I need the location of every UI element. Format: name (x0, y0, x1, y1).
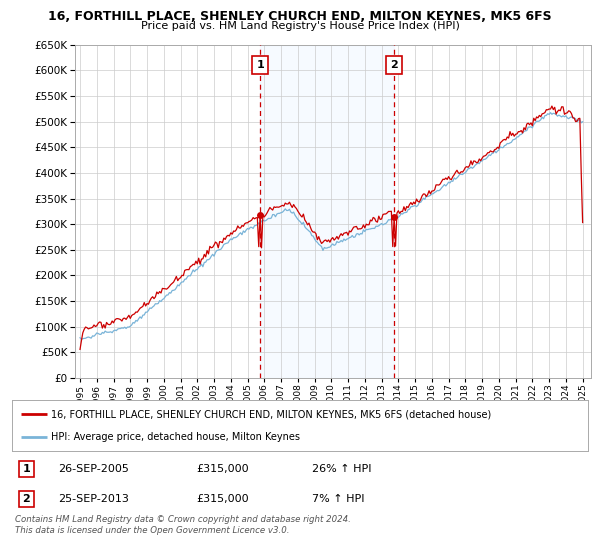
Text: 25-SEP-2013: 25-SEP-2013 (58, 494, 129, 504)
Text: £315,000: £315,000 (196, 464, 249, 474)
Text: 16, FORTHILL PLACE, SHENLEY CHURCH END, MILTON KEYNES, MK5 6FS: 16, FORTHILL PLACE, SHENLEY CHURCH END, … (48, 10, 552, 23)
Text: 16, FORTHILL PLACE, SHENLEY CHURCH END, MILTON KEYNES, MK5 6FS (detached house): 16, FORTHILL PLACE, SHENLEY CHURCH END, … (51, 409, 491, 419)
Text: £315,000: £315,000 (196, 494, 249, 504)
Text: 1: 1 (256, 60, 264, 70)
Text: 26% ↑ HPI: 26% ↑ HPI (311, 464, 371, 474)
Bar (260, 45, 394, 378)
Text: 2: 2 (23, 494, 30, 504)
Text: Contains HM Land Registry data © Crown copyright and database right 2024.
This d: Contains HM Land Registry data © Crown c… (15, 515, 351, 535)
Text: 7% ↑ HPI: 7% ↑ HPI (311, 494, 364, 504)
Text: 26-SEP-2005: 26-SEP-2005 (58, 464, 129, 474)
Text: 2: 2 (390, 60, 398, 70)
Text: HPI: Average price, detached house, Milton Keynes: HPI: Average price, detached house, Milt… (51, 432, 300, 442)
Text: Price paid vs. HM Land Registry's House Price Index (HPI): Price paid vs. HM Land Registry's House … (140, 21, 460, 31)
Text: 1: 1 (23, 464, 30, 474)
